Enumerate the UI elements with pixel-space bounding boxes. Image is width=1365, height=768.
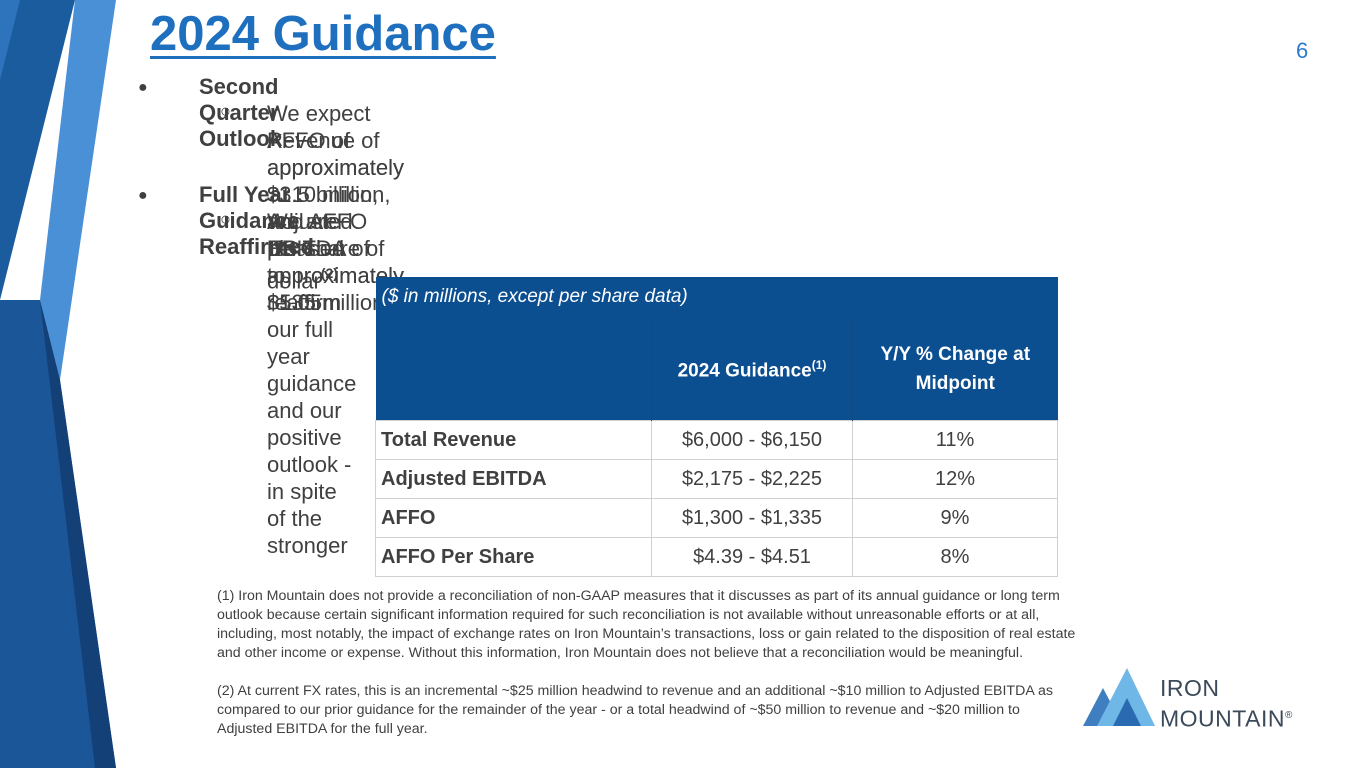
table-row: Adjusted EBITDA $2,175 - $2,225 12% <box>375 459 1058 499</box>
outline-text-q2-line2: AFFO of approximately $310 million, and … <box>267 128 404 315</box>
outline-heading-q2: Second Quarter Outlook <box>199 74 283 151</box>
outline-text-q2-line1: We expect Revenue of approximately $1.5 … <box>267 101 404 315</box>
footnote-1: (1) Iron Mountain does not provide a rec… <box>217 588 1076 661</box>
row-label: Adjusted EBITDA <box>375 459 652 499</box>
row-change: 12% <box>852 459 1058 499</box>
outline-heading-fy: Full Year Guidance Reaffirmed <box>199 182 314 259</box>
row-label: AFFO <box>375 498 652 538</box>
decorative-side-band <box>0 0 116 768</box>
page-title: 2024 Guidance <box>150 7 496 61</box>
row-change: 8% <box>852 537 1058 577</box>
row-guidance: $2,175 - $2,225 <box>651 459 853 499</box>
outline-text-fy-line1: We are pleased to reaffirm our full year… <box>267 209 357 558</box>
row-guidance: $6,000 - $6,150 <box>651 420 853 460</box>
iron-mountain-logo-icon <box>1083 668 1155 726</box>
table-row: AFFO Per Share $4.39 - $4.51 8% <box>375 537 1058 577</box>
outline-text-fy-line2: US dollar(2) <box>267 236 338 294</box>
row-label: Total Revenue <box>375 420 652 460</box>
row-guidance: $4.39 - $4.51 <box>651 537 853 577</box>
bullet-dot-icon: ● <box>138 187 148 204</box>
bullet-ring-icon: ○ <box>220 101 231 121</box>
table-header-guidance: 2024 Guidance(1) <box>651 317 853 421</box>
row-guidance: $1,300 - $1,335 <box>651 498 853 538</box>
logo-line-1: IRON <box>1160 675 1220 701</box>
page-number: 6 <box>1296 38 1309 63</box>
table-header-change: Y/Y % Change at Midpoint <box>852 317 1058 421</box>
footnote-2: (2) At current FX rates, this is an incr… <box>217 683 1053 737</box>
guidance-table: ($ in millions, except per share data) 2… <box>375 277 1058 577</box>
table-row: AFFO $1,300 - $1,335 9% <box>375 498 1058 538</box>
logo-line-2: MOUNTAIN® <box>1160 705 1293 732</box>
footnote-ref-2: (2) <box>320 265 338 281</box>
row-label: AFFO Per Share <box>375 537 652 577</box>
table-note: ($ in millions, except per share data) <box>375 277 1058 317</box>
bullet-ring-icon: ○ <box>220 209 231 229</box>
bullet-dot-icon: ● <box>138 79 148 96</box>
table-row: Total Revenue $6,000 - $6,150 11% <box>375 420 1058 460</box>
footnotes: (1) Iron Mountain does not provide a rec… <box>217 587 1077 758</box>
registered-mark: ® <box>1284 710 1293 721</box>
logo-wordmark: IRON MOUNTAIN® <box>1160 674 1293 733</box>
table-header-row: 2024 Guidance(1) Y/Y % Change at Midpoint <box>375 317 1058 421</box>
row-change: 11% <box>852 420 1058 460</box>
table-header-blank <box>375 317 652 421</box>
row-change: 9% <box>852 498 1058 538</box>
